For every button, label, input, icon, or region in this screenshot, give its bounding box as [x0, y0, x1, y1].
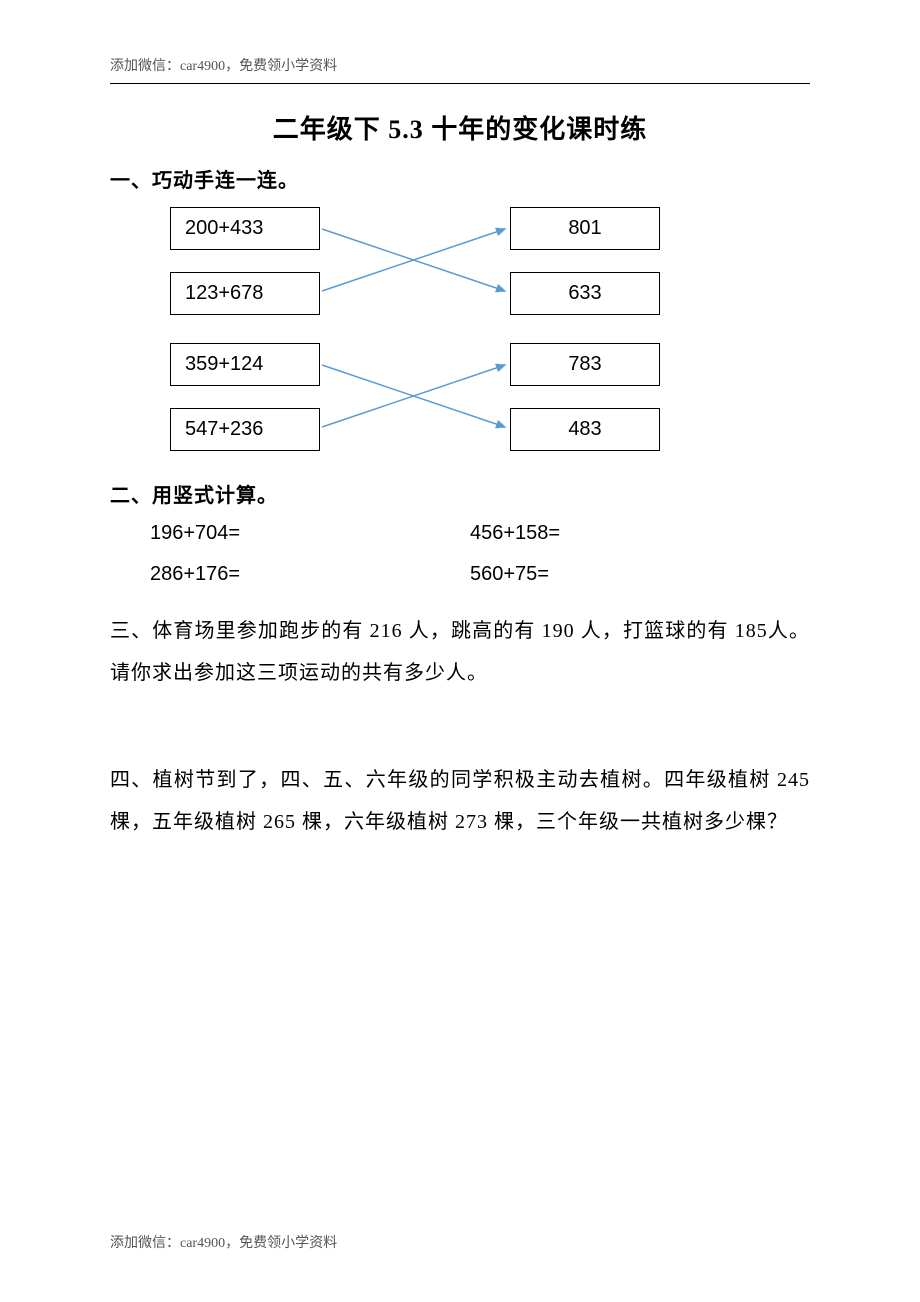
match-left-box: 123+678 — [170, 272, 320, 315]
calc-problem: 456+158= — [470, 522, 790, 545]
match-right-box: 633 — [510, 272, 660, 315]
calc-problem: 286+176= — [150, 563, 470, 586]
match-row: 359+124 783 — [170, 343, 810, 386]
match-right-box: 783 — [510, 343, 660, 386]
section1-heading: 一、巧动手连一连。 — [110, 164, 810, 193]
match-group-2: 359+124 783 547+236 483 — [170, 343, 810, 451]
match-row: 547+236 483 — [170, 408, 810, 451]
match-group-1: 200+433 801 123+678 633 — [170, 207, 810, 315]
match-left-box: 547+236 — [170, 408, 320, 451]
calc-row: 196+704= 456+158= — [150, 522, 810, 545]
section2-heading: 二、用竖式计算。 — [110, 479, 810, 508]
header-note: 添加微信：car4900，免费领小学资料 — [110, 55, 810, 75]
header-divider — [110, 83, 810, 84]
calc-problem: 196+704= — [150, 522, 470, 545]
match-left-box: 200+433 — [170, 207, 320, 250]
calc-row: 286+176= 560+75= — [150, 563, 810, 586]
match-row: 123+678 633 — [170, 272, 810, 315]
page-title: 二年级下 5.3 十年的变化课时练 — [110, 109, 810, 146]
match-right-box: 483 — [510, 408, 660, 451]
section4-text: 四、植树节到了，四、五、六年级的同学积极主动去植树。四年级植树 245 棵，五年… — [110, 759, 810, 843]
match-row: 200+433 801 — [170, 207, 810, 250]
match-right-box: 801 — [510, 207, 660, 250]
footer-note: 添加微信：car4900，免费领小学资料 — [110, 1232, 337, 1252]
calc-problem: 560+75= — [470, 563, 790, 586]
match-left-box: 359+124 — [170, 343, 320, 386]
section3-text: 三、体育场里参加跑步的有 216 人，跳高的有 190 人，打篮球的有 185人… — [110, 610, 810, 694]
